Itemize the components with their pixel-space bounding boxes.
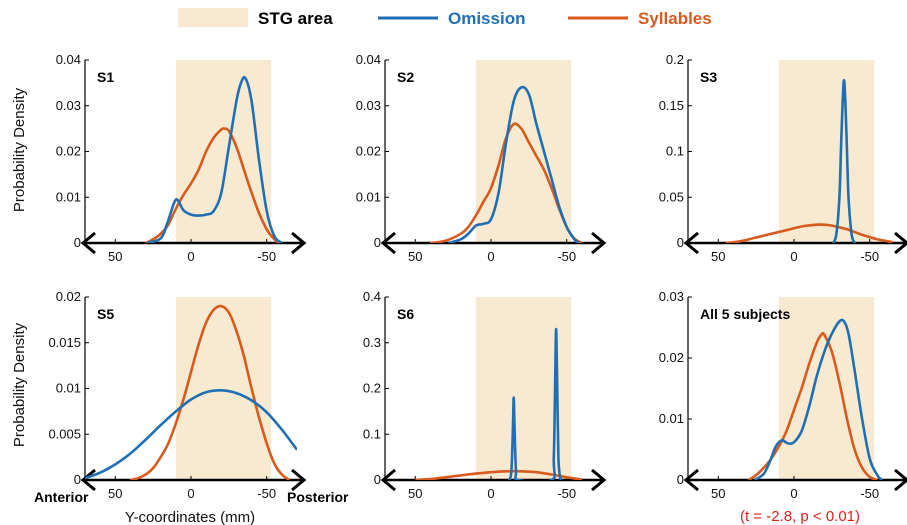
y-tick-label: 0.1 — [363, 426, 381, 441]
x-tick-label: 50 — [108, 249, 122, 264]
y-tick-label: 0.01 — [356, 189, 381, 204]
series-line-omission — [85, 388, 297, 480]
x-axis-arrow-left — [380, 468, 396, 492]
legend: STG area Omission Syllables — [178, 8, 712, 28]
legend-omission-label: Omission — [448, 9, 525, 28]
panel-title: S1 — [97, 69, 114, 85]
panels: 0 0.01 0.02 0.03 0.04 50 0 -50 S1 0 0.01 0.02 0.03 0.… — [48, 52, 907, 501]
x-axis-arrow-right — [291, 468, 307, 492]
y-tick-label: 0.2 — [363, 381, 381, 396]
y-tick-label: 0 — [677, 472, 684, 487]
y-tick-label: 0 — [677, 235, 684, 250]
y-tick-label: 0.02 — [56, 144, 81, 159]
panel-title: S6 — [397, 306, 414, 322]
panel-title: S2 — [397, 69, 414, 85]
stats-annotation: (t = -2.8, p < 0.01) — [740, 508, 860, 525]
y-tick-label: 0.01 — [56, 189, 81, 204]
x-axis-title: Y-coordinates (mm) — [125, 509, 255, 525]
x-tick-label: 0 — [790, 486, 797, 501]
panel-title: S3 — [700, 69, 717, 85]
legend-stg-label: STG area — [258, 9, 333, 28]
x-tick-label: 0 — [187, 249, 194, 264]
y-tick-label: 0.04 — [56, 52, 81, 67]
legend-stg-swatch — [178, 8, 248, 27]
x-tick-label: 0 — [487, 486, 494, 501]
stg-area-band — [778, 60, 875, 243]
x-tick-label: 50 — [408, 249, 422, 264]
y-tick-label: 0.03 — [356, 98, 381, 113]
x-tick-label: 50 — [711, 249, 725, 264]
panel-2: 0 0.01 0.02 0.03 0.04 50 0 -50 S2 — [356, 52, 607, 264]
y-axis-title-bottom: Probability Density — [11, 322, 28, 447]
series-line-omission — [832, 78, 856, 243]
x-tick-label: -50 — [557, 249, 576, 264]
x-axis-arrow-left — [80, 468, 96, 492]
panel-title: All 5 subjects — [700, 306, 790, 322]
y-tick-label: 0.04 — [356, 52, 381, 67]
x-tick-label: -50 — [860, 249, 879, 264]
series-line-omission — [448, 85, 580, 243]
y-tick-label: 0.02 — [56, 289, 81, 304]
series-line-syllables — [130, 304, 291, 480]
anterior-label: Anterior — [34, 489, 89, 505]
y-axis-title-top: Probability Density — [11, 87, 28, 212]
y-tick-label: 0.1 — [666, 144, 684, 159]
y-tick-label: 0.005 — [48, 426, 81, 441]
y-tick-label: 0 — [374, 235, 381, 250]
y-tick-label: 0.02 — [659, 350, 684, 365]
y-tick-label: 0 — [74, 472, 81, 487]
y-tick-label: 0.03 — [659, 289, 684, 304]
x-tick-label: 50 — [408, 486, 422, 501]
x-axis-arrow-left — [683, 231, 699, 255]
y-tick-label: 0.01 — [56, 381, 81, 396]
panel-3: 0 0.05 0.1 0.15 0.2 50 0 -50 S3 — [659, 52, 907, 264]
x-axis-arrow-left — [380, 231, 396, 255]
legend-syllables-label: Syllables — [638, 9, 712, 28]
posterior-label: Posterior — [287, 489, 349, 505]
x-axis-arrow-right — [291, 231, 307, 255]
y-tick-label: 0.015 — [48, 335, 81, 350]
x-axis-arrow-right — [591, 468, 607, 492]
y-tick-label: 0.01 — [659, 411, 684, 426]
y-tick-label: 0.03 — [56, 98, 81, 113]
x-tick-label: -50 — [557, 486, 576, 501]
y-tick-label: 0.3 — [363, 335, 381, 350]
y-tick-label: 0.4 — [363, 289, 381, 304]
series-line-syllables — [145, 127, 280, 243]
y-tick-label: 0.05 — [659, 189, 684, 204]
x-tick-label: 50 — [711, 486, 725, 501]
x-tick-label: 50 — [108, 486, 122, 501]
x-axis-arrow-left — [683, 468, 699, 492]
stg-area-band — [175, 60, 272, 243]
x-tick-label: 0 — [187, 486, 194, 501]
panel-1: 0 0.01 0.02 0.03 0.04 50 0 -50 S1 — [56, 52, 307, 264]
y-tick-label: 0.15 — [659, 98, 684, 113]
x-axis-arrow-right — [894, 468, 907, 492]
series-line-omission — [146, 75, 283, 243]
series-line-omission — [507, 327, 562, 480]
x-tick-label: 0 — [790, 249, 797, 264]
panel-title: S5 — [97, 306, 114, 322]
series-line-syllables — [725, 223, 893, 243]
x-axis-arrow-right — [591, 231, 607, 255]
y-tick-label: 0.02 — [356, 144, 381, 159]
panel-5: 0 0.1 0.2 0.3 0.4 50 0 -50 S6 — [363, 289, 607, 501]
x-tick-label: -50 — [860, 486, 879, 501]
y-tick-label: 0.2 — [666, 52, 684, 67]
x-axis-arrow-right — [894, 231, 907, 255]
stg-area-band — [778, 297, 875, 480]
x-tick-label: 0 — [487, 249, 494, 264]
x-tick-label: -50 — [257, 249, 276, 264]
stg-area-band — [475, 60, 572, 243]
panel-6: 0 0.01 0.02 0.03 50 0 -50 All 5 subjects — [659, 289, 907, 501]
series-line-syllables — [415, 469, 583, 480]
x-tick-label: -50 — [257, 486, 276, 501]
panel-4: 0 0.005 0.01 0.015 0.02 50 0 -50 S5 — [48, 289, 307, 501]
stg-area-band — [175, 297, 272, 480]
y-tick-label: 0 — [74, 235, 81, 250]
x-axis-arrow-left — [80, 231, 96, 255]
series-line-omission — [753, 318, 883, 480]
y-tick-label: 0 — [374, 472, 381, 487]
